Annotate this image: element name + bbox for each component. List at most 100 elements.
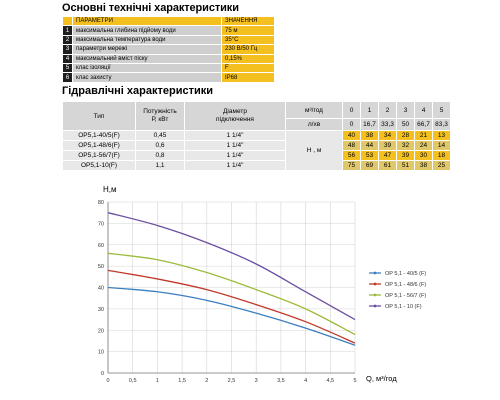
spec-row-name: максимальна температура води xyxy=(72,34,222,46)
hyd-flow-l: 16,7 xyxy=(360,118,379,131)
spec-row: 3 параметри мережі 230 В/50 Гц xyxy=(62,44,275,55)
spec-row: 5 клас ізоляції F xyxy=(62,62,275,74)
hyd-flow-m3: 4 xyxy=(414,101,433,119)
spec-row-name: клас ізоляції xyxy=(72,62,222,74)
spec-row-name: максимальний вміст піску xyxy=(72,53,222,64)
hyd-model-type: OP5,1-48/6(F) xyxy=(62,140,136,151)
spec-row-value: F xyxy=(221,62,275,74)
hyd-model-type: OP5,1-56/7(F) xyxy=(62,150,136,161)
spec-row-value: 35°C xyxy=(221,34,275,46)
spec-row-num: 2 xyxy=(62,34,73,46)
hyd-flow-l: 83,3 xyxy=(432,118,451,131)
hyd-model-diam: 1 1/4" xyxy=(184,150,286,161)
hyd-model-row: OP5,1-40/5(F) 0,45 1 1/4" Н , м 40 38 34… xyxy=(62,130,451,171)
chart-x-label: Q, м³/год xyxy=(366,374,397,383)
hyd-head-value: 47 xyxy=(378,150,397,161)
spec-row-num: 1 xyxy=(62,25,73,36)
hyd-col-type: Тип xyxy=(62,101,136,131)
series-line xyxy=(107,252,356,336)
hyd-col-diam-line2: підключення xyxy=(216,116,254,123)
x-tick-label: 2 xyxy=(205,378,208,384)
spec-header-row: ПАРАМЕТРИ ЗНАЧЕННЯ xyxy=(62,15,275,27)
legend-label: OP 5,1 - 10 (F) xyxy=(385,304,422,310)
y-tick-label: 60 xyxy=(98,243,104,249)
hyd-head-value: 18 xyxy=(432,150,451,161)
spec-row: 6 клас захисту IP68 xyxy=(62,72,275,83)
hyd-head-value: 38 xyxy=(360,130,379,141)
spec-title: Основні технічні характеристики xyxy=(62,2,239,14)
series-line xyxy=(107,212,356,321)
hyd-model-type: OP5,1-40/5(F) xyxy=(62,130,136,141)
x-tick-label: 4 xyxy=(304,378,307,384)
hyd-header-row-1: Тип Потужність Р, кВт Діаметр підключення … xyxy=(62,101,451,131)
spec-row-value: 0,15% xyxy=(221,53,275,64)
spec-row-name: максимальна глибина підйому води xyxy=(72,25,222,36)
hyd-model-power: 0,45 xyxy=(135,130,185,141)
chart-series xyxy=(107,212,356,346)
hyd-flow-m3: 5 xyxy=(432,101,451,119)
spec-table: ПАРАМЕТРИ ЗНАЧЕННЯ 1 максимальна глибина… xyxy=(62,15,275,83)
y-tick-label: 10 xyxy=(98,350,104,356)
spec-header-value: ЗНАЧЕННЯ xyxy=(221,15,275,27)
legend-marker xyxy=(373,293,377,297)
spec-row-value: 75 м xyxy=(221,25,275,36)
hyd-model-diam: 1 1/4" xyxy=(184,140,286,151)
x-tick-label: 5 xyxy=(353,378,356,384)
spec-row-num: 5 xyxy=(62,62,73,74)
chart-y-label: H,м xyxy=(103,185,117,194)
hyd-head-value: 21 xyxy=(414,130,433,141)
x-tick-label: 1 xyxy=(156,378,159,384)
hyd-model-row: OP5,1-48/6(F) 0,6 1 1/4" 48 44 39 32 24 … xyxy=(62,140,451,151)
hyd-head-value: 75 xyxy=(342,160,361,171)
hyd-flow-m3: 1 xyxy=(360,101,379,119)
x-tick-label: 4,5 xyxy=(326,378,334,384)
hyd-model-power: 0,6 xyxy=(135,140,185,151)
x-tick-label: 1,5 xyxy=(178,378,186,384)
x-tick-label: 2,5 xyxy=(228,378,236,384)
hyd-head-value: 39 xyxy=(378,140,397,151)
hyd-head-value: 14 xyxy=(432,140,451,151)
y-tick-label: 30 xyxy=(98,307,104,313)
hyd-head-value: 48 xyxy=(342,140,361,151)
hyd-col-diam: Діаметр підключення xyxy=(184,101,286,131)
hyd-flow-l: 0 xyxy=(342,118,361,131)
legend-label: OP 5,1 - 40/5 (F) xyxy=(385,271,426,277)
hyd-head-value: 32 xyxy=(396,140,415,151)
spec-row-num: 6 xyxy=(62,72,73,83)
hyd-head-value: 44 xyxy=(360,140,379,151)
hyd-head-value: 28 xyxy=(396,130,415,141)
spec-row-name: клас захисту xyxy=(72,72,222,83)
hyd-head-value: 25 xyxy=(432,160,451,171)
hyd-model-row: OP5,1-56/7(F) 0,8 1 1/4" 56 53 47 39 30 … xyxy=(62,150,451,161)
hyd-col-power-line2: Р, кВт xyxy=(151,116,169,123)
spec-row-value: 230 В/50 Гц xyxy=(221,44,275,55)
hyd-model-power: 0,8 xyxy=(135,150,185,161)
hyd-model-type: OP5,1-10(F) xyxy=(62,160,136,171)
hyd-model-row: OP5,1-10(F) 1,1 1 1/4" 75 69 61 51 38 25 xyxy=(62,160,451,171)
legend-marker xyxy=(373,304,377,308)
hyd-head-value: 24 xyxy=(414,140,433,151)
hyd-model-power: 1,1 xyxy=(135,160,185,171)
spec-row: 4 максимальний вміст піску 0,15% xyxy=(62,53,275,64)
y-tick-label: 50 xyxy=(98,264,104,270)
x-tick-label: 3,5 xyxy=(277,378,285,384)
y-tick-label: 80 xyxy=(98,200,104,206)
spec-header-num xyxy=(62,15,73,27)
legend-label: OP 5,1 - 48/6 (F) xyxy=(385,282,426,288)
hyd-flow-m3: 0 xyxy=(342,101,361,119)
hyd-head-value: 38 xyxy=(414,160,433,171)
chart-legend: OP 5,1 - 40/5 (F) OP 5,1 - 48/6 (F) OP 5,1… xyxy=(369,271,426,310)
spec-row: 2 максимальна температура води 35°C xyxy=(62,34,275,46)
hyd-head-value: 39 xyxy=(396,150,415,161)
hyd-head-value: 30 xyxy=(414,150,433,161)
hyd-flow-l: 66,7 xyxy=(414,118,433,131)
spec-row-value: IP68 xyxy=(221,72,275,83)
hyd-head-value: 69 xyxy=(360,160,379,171)
series-line xyxy=(107,269,356,344)
hyd-head-value: 61 xyxy=(378,160,397,171)
legend-label: OP 5,1 - 56/7 (F) xyxy=(385,293,426,299)
hydraulic-table: Тип Потужність Р, кВт Діаметр підключення … xyxy=(62,101,451,171)
y-tick-label: 0 xyxy=(101,371,104,377)
